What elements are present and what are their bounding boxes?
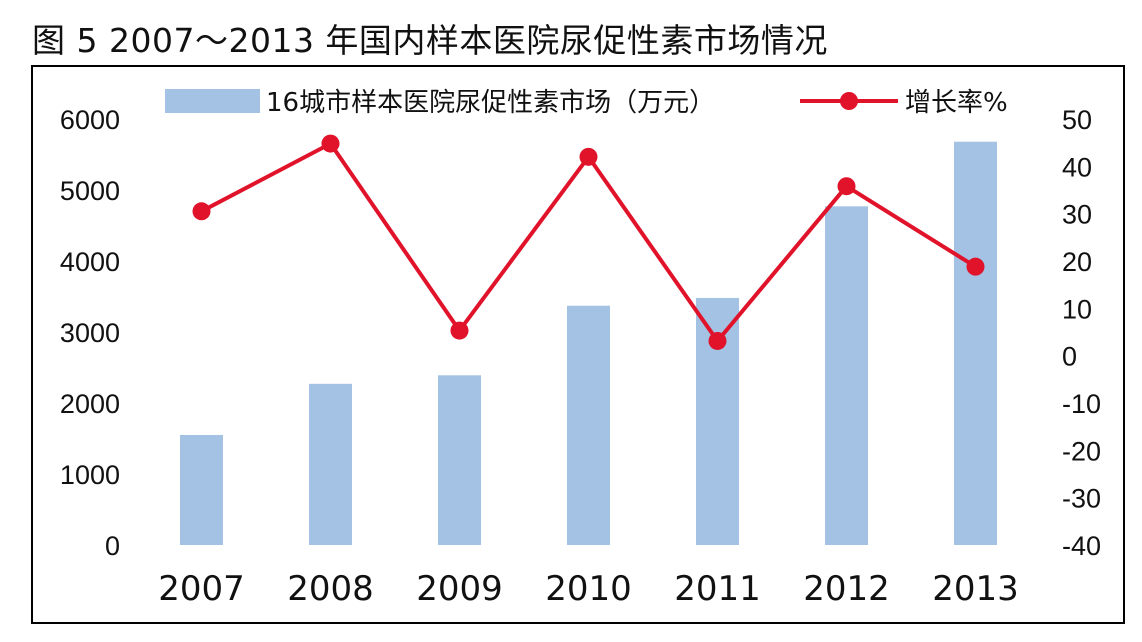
- left-tick-label: 5000: [60, 176, 120, 206]
- left-tick-label: 1000: [60, 460, 120, 490]
- x-tick-label: 2010: [545, 569, 632, 609]
- right-tick-label: -20: [1062, 436, 1101, 466]
- x-tick-label: 2011: [674, 569, 761, 609]
- x-axis-ticks: 2007 2008 2009 2010 2011 2012 2013: [158, 569, 1019, 609]
- right-tick-label: -40: [1062, 531, 1101, 561]
- growth-rate-point-2012: [837, 177, 856, 196]
- x-tick-label: 2012: [803, 569, 890, 609]
- x-tick-label: 2008: [287, 569, 374, 609]
- right-axis-ticks: -40 -30 -20 -10 0 10 20 30 40 50: [1062, 105, 1101, 561]
- growth-rate-point-2008: [321, 134, 340, 153]
- growth-rate-point-2009: [450, 321, 469, 340]
- legend-line-marker: [840, 92, 858, 110]
- right-tick-label: 30: [1062, 200, 1092, 230]
- right-tick-label: 20: [1062, 247, 1092, 277]
- right-tick-label: -10: [1062, 389, 1101, 419]
- growth-rate-point-2011: [708, 331, 727, 350]
- right-tick-label: 50: [1062, 105, 1092, 135]
- bar-2012: [825, 206, 868, 545]
- bar-2013: [954, 141, 997, 545]
- left-tick-label: 6000: [60, 105, 120, 135]
- legend-bar-label: 16城市样本医院尿促性素市场（万元）: [266, 88, 715, 118]
- chart-frame: [31, 65, 1125, 624]
- line-layer: [192, 134, 985, 350]
- x-tick-label: 2009: [416, 569, 503, 609]
- right-tick-label: 10: [1062, 294, 1092, 324]
- left-tick-label: 4000: [60, 247, 120, 277]
- bar-2008: [309, 383, 352, 545]
- x-tick-label: 2007: [158, 569, 245, 609]
- left-axis-ticks: 0 1000 2000 3000 4000 5000 6000: [60, 105, 120, 561]
- left-tick-label: 2000: [60, 389, 120, 419]
- growth-rate-point-2013: [966, 257, 985, 276]
- growth-rate-point-2007: [192, 202, 211, 221]
- right-tick-label: 40: [1062, 152, 1092, 182]
- x-tick-label: 2013: [932, 569, 1019, 609]
- legend-bar-swatch: [165, 89, 260, 113]
- bar-2010: [567, 305, 610, 545]
- legend: 16城市样本医院尿促性素市场（万元） 增长率%: [165, 88, 1008, 118]
- right-tick-label: 0: [1062, 342, 1077, 372]
- legend-line-label: 增长率%: [905, 88, 1008, 118]
- chart-title: 图 5 2007～2013 年国内样本医院尿促性素市场情况: [32, 21, 828, 60]
- bar-2009: [438, 375, 481, 545]
- left-tick-label: 3000: [60, 318, 120, 348]
- bar-2007: [180, 434, 223, 545]
- left-tick-label: 0: [105, 531, 120, 561]
- growth-rate-point-2010: [579, 147, 598, 166]
- right-tick-label: -30: [1062, 484, 1101, 514]
